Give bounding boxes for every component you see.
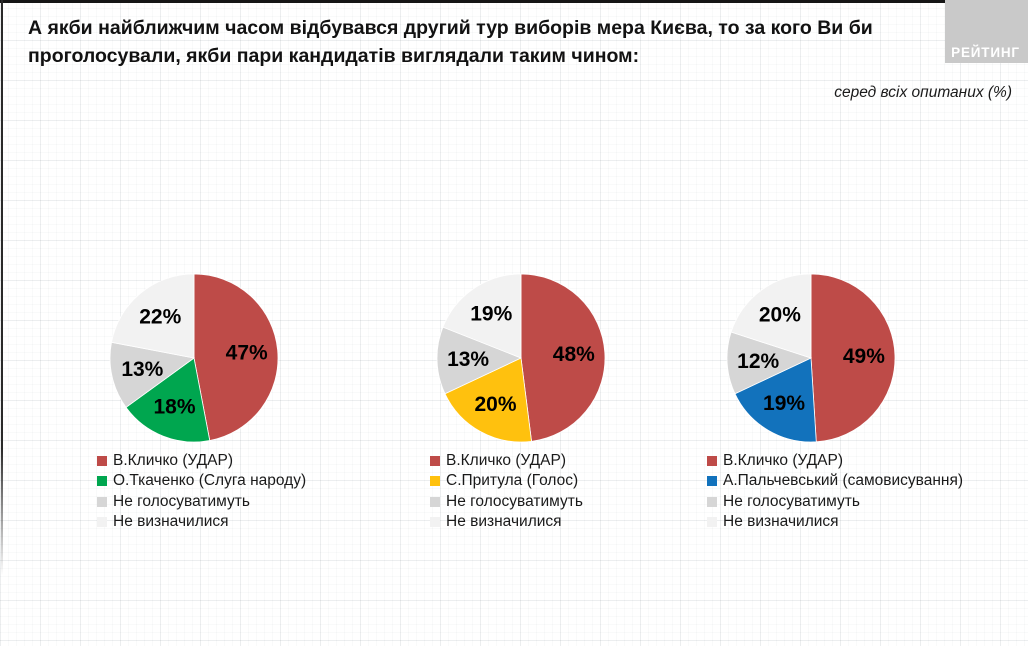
legend-label: Не голосуватимуть xyxy=(113,492,250,510)
legend-swatch xyxy=(430,476,440,487)
legend-swatch xyxy=(97,476,107,487)
pie-slice xyxy=(125,357,211,443)
legend-label: С.Притула (Голос) xyxy=(446,472,579,490)
legend-label: Не визначилися xyxy=(723,513,839,531)
pie-value-label: 19% xyxy=(763,392,805,415)
pie-slice xyxy=(442,273,522,359)
pie-svg-2: 48% 20% 13% 19% xyxy=(436,273,606,443)
legend-item: Не визначилися xyxy=(430,512,730,532)
pie-value-label: 20% xyxy=(759,304,801,327)
legend-3: В.Кличко (УДАР) А.Пальчевський (самовисув… xyxy=(707,451,1007,532)
legend-swatch xyxy=(97,517,107,528)
legend-item: А.Пальчевський (самовисування) xyxy=(707,471,1007,491)
pie-value-label: 19% xyxy=(470,303,512,326)
pie-slice xyxy=(734,357,817,443)
legend-item: С.Притула (Голос) xyxy=(430,471,730,491)
legend-label: В.Кличко (УДАР) xyxy=(446,452,566,470)
slide-left-border xyxy=(1,0,3,575)
page-title: А якби найближчим часом відбувався други… xyxy=(28,17,873,67)
pie-value-label: 48% xyxy=(553,343,595,366)
pie-value-label: 20% xyxy=(474,393,516,416)
legend-2: В.Кличко (УДАР) С.Притула (Голос) Не голос… xyxy=(430,451,730,532)
legend-item: Не голосуватимуть xyxy=(430,492,730,512)
legend-swatch xyxy=(707,496,717,507)
legend-swatch xyxy=(430,496,440,507)
pie-slice xyxy=(444,357,532,443)
legend-item: Не голосуватимуть xyxy=(97,492,397,512)
pie-value-label: 22% xyxy=(139,306,181,329)
pie-chart-klychko-palchevskyi: 49% 19% 12% 20% xyxy=(701,248,921,468)
pie-slice xyxy=(111,273,195,359)
legend-swatch xyxy=(707,476,717,487)
legend-swatch xyxy=(707,456,717,467)
legend-label: В.Кличко (УДАР) xyxy=(723,452,843,470)
legend-item: Не визначилися xyxy=(97,512,397,532)
legend-1: В.Кличко (УДАР) О.Ткаченко (Слуга народу)… xyxy=(97,451,397,532)
legend-swatch xyxy=(430,517,440,528)
legend-label: Не голосуватимуть xyxy=(446,492,583,510)
pie-chart-klychko-tkachenko: 47% 18% 13% 22% xyxy=(84,248,304,468)
legend-item: В.Кличко (УДАР) xyxy=(97,451,397,471)
subtitle-note: серед всіх опитаних (%) xyxy=(834,84,1012,101)
pie-svg-3: 49% 19% 12% 20% xyxy=(726,273,896,443)
legend-label: А.Пальчевський (самовисування) xyxy=(723,472,964,490)
rating-group-logo: РЕЙТИНГ xyxy=(945,0,1028,63)
pie-slice xyxy=(810,273,896,443)
legend-label: Не визначилися xyxy=(113,513,229,531)
pie-value-label: 13% xyxy=(447,348,489,371)
pie-value-label: 12% xyxy=(737,350,779,373)
legend-item: Не визначилися xyxy=(707,512,1007,532)
legend-item: Не голосуватимуть xyxy=(707,492,1007,512)
pie-slice xyxy=(109,341,195,408)
pie-slice xyxy=(193,273,279,441)
legend-label: Не визначилися xyxy=(446,513,562,531)
pie-slice xyxy=(436,326,523,395)
legend-label: О.Ткаченко (Слуга народу) xyxy=(113,472,307,490)
pie-slice xyxy=(730,273,812,359)
legend-swatch xyxy=(97,456,107,467)
pie-value-label: 47% xyxy=(226,342,268,365)
slide-top-border xyxy=(0,0,945,3)
legend-swatch xyxy=(97,496,107,507)
legend-label: Не голосуватимуть xyxy=(723,492,860,510)
pie-slice xyxy=(520,273,606,442)
pie-value-label: 13% xyxy=(121,358,163,381)
legend-swatch xyxy=(707,517,717,528)
pie-value-label: 18% xyxy=(154,396,196,419)
pie-value-label: 49% xyxy=(843,345,885,368)
legend-swatch xyxy=(430,456,440,467)
legend-label: В.Кличко (УДАР) xyxy=(113,452,233,470)
logo-text: РЕЙТИНГ xyxy=(951,45,1020,60)
pie-slice xyxy=(726,331,813,395)
legend-item: О.Ткаченко (Слуга народу) xyxy=(97,471,397,491)
legend-item: В.Кличко (УДАР) xyxy=(430,451,730,471)
legend-item: В.Кличко (УДАР) xyxy=(707,451,1007,471)
pie-chart-klychko-prytula: 48% 20% 13% 19% xyxy=(411,248,631,468)
pie-svg-1: 47% 18% 13% 22% xyxy=(109,273,279,443)
